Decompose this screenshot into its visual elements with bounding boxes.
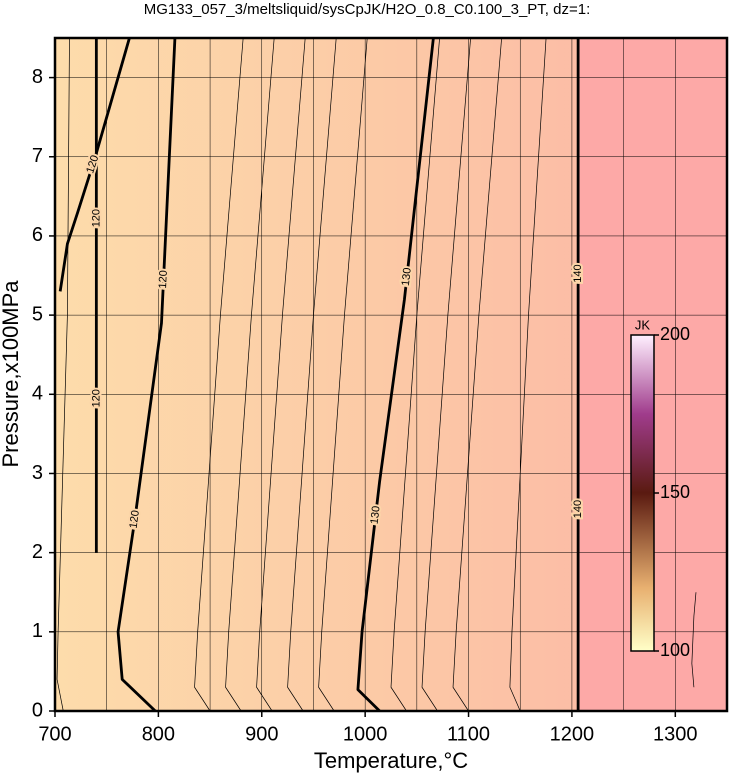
colorbar-tick-label: 100 xyxy=(660,640,690,660)
contour-label: 130 xyxy=(369,505,383,525)
contour-line xyxy=(194,37,244,712)
contour-label: 120 xyxy=(128,509,142,529)
contour-line xyxy=(58,37,131,292)
y-tick-label: 8 xyxy=(32,66,43,88)
contour-line xyxy=(356,37,435,712)
contour-line xyxy=(225,37,275,712)
contour-line xyxy=(421,37,471,712)
y-tick-label: 7 xyxy=(32,145,43,167)
y-tick-label: 0 xyxy=(32,699,43,721)
y-tick-label: 3 xyxy=(32,462,43,484)
x-tick-label: 700 xyxy=(38,723,71,745)
x-tick-label: 1100 xyxy=(447,723,490,745)
contour-line xyxy=(691,592,697,688)
contour-label: 130 xyxy=(400,267,414,287)
colorbar xyxy=(630,334,655,652)
contour-line xyxy=(390,37,440,712)
y-tick-label: 1 xyxy=(32,620,43,642)
contour-line xyxy=(318,37,368,712)
chart-title: MG133_057_3/meltsliquid/sysCpJK/H2O_0.8_… xyxy=(144,1,591,18)
plot-frame xyxy=(53,36,729,713)
x-tick-label: 1300 xyxy=(653,723,698,745)
contour-line xyxy=(509,37,547,712)
contour-label: 140 xyxy=(572,264,584,282)
contour-line xyxy=(56,37,70,712)
y-tick-label: 6 xyxy=(32,224,43,246)
y-tick-label: 5 xyxy=(32,303,43,325)
x-tick-label: 1000 xyxy=(343,723,388,745)
y-tick-label: 4 xyxy=(32,383,43,405)
contour-label: 120 xyxy=(157,270,170,289)
colorbar-tick-label: 200 xyxy=(660,324,690,344)
y-axis-label: Pressure,x100MPa xyxy=(0,280,23,468)
contour-line xyxy=(256,37,306,712)
contour-line xyxy=(116,37,177,713)
contour-label: 140 xyxy=(572,500,584,518)
colorbar-title: JK xyxy=(635,317,651,332)
x-tick-label: 1200 xyxy=(550,723,595,745)
colorbar-tick-label: 150 xyxy=(660,482,690,502)
contour-label: 120 xyxy=(90,389,102,407)
contour-label: 120 xyxy=(90,209,102,227)
contour-line xyxy=(452,37,502,712)
x-axis-label: Temperature,°C xyxy=(314,748,468,773)
y-tick-label: 2 xyxy=(32,541,43,563)
x-tick-label: 800 xyxy=(142,723,175,745)
x-tick-label: 900 xyxy=(245,723,278,745)
contour-line xyxy=(287,37,337,712)
